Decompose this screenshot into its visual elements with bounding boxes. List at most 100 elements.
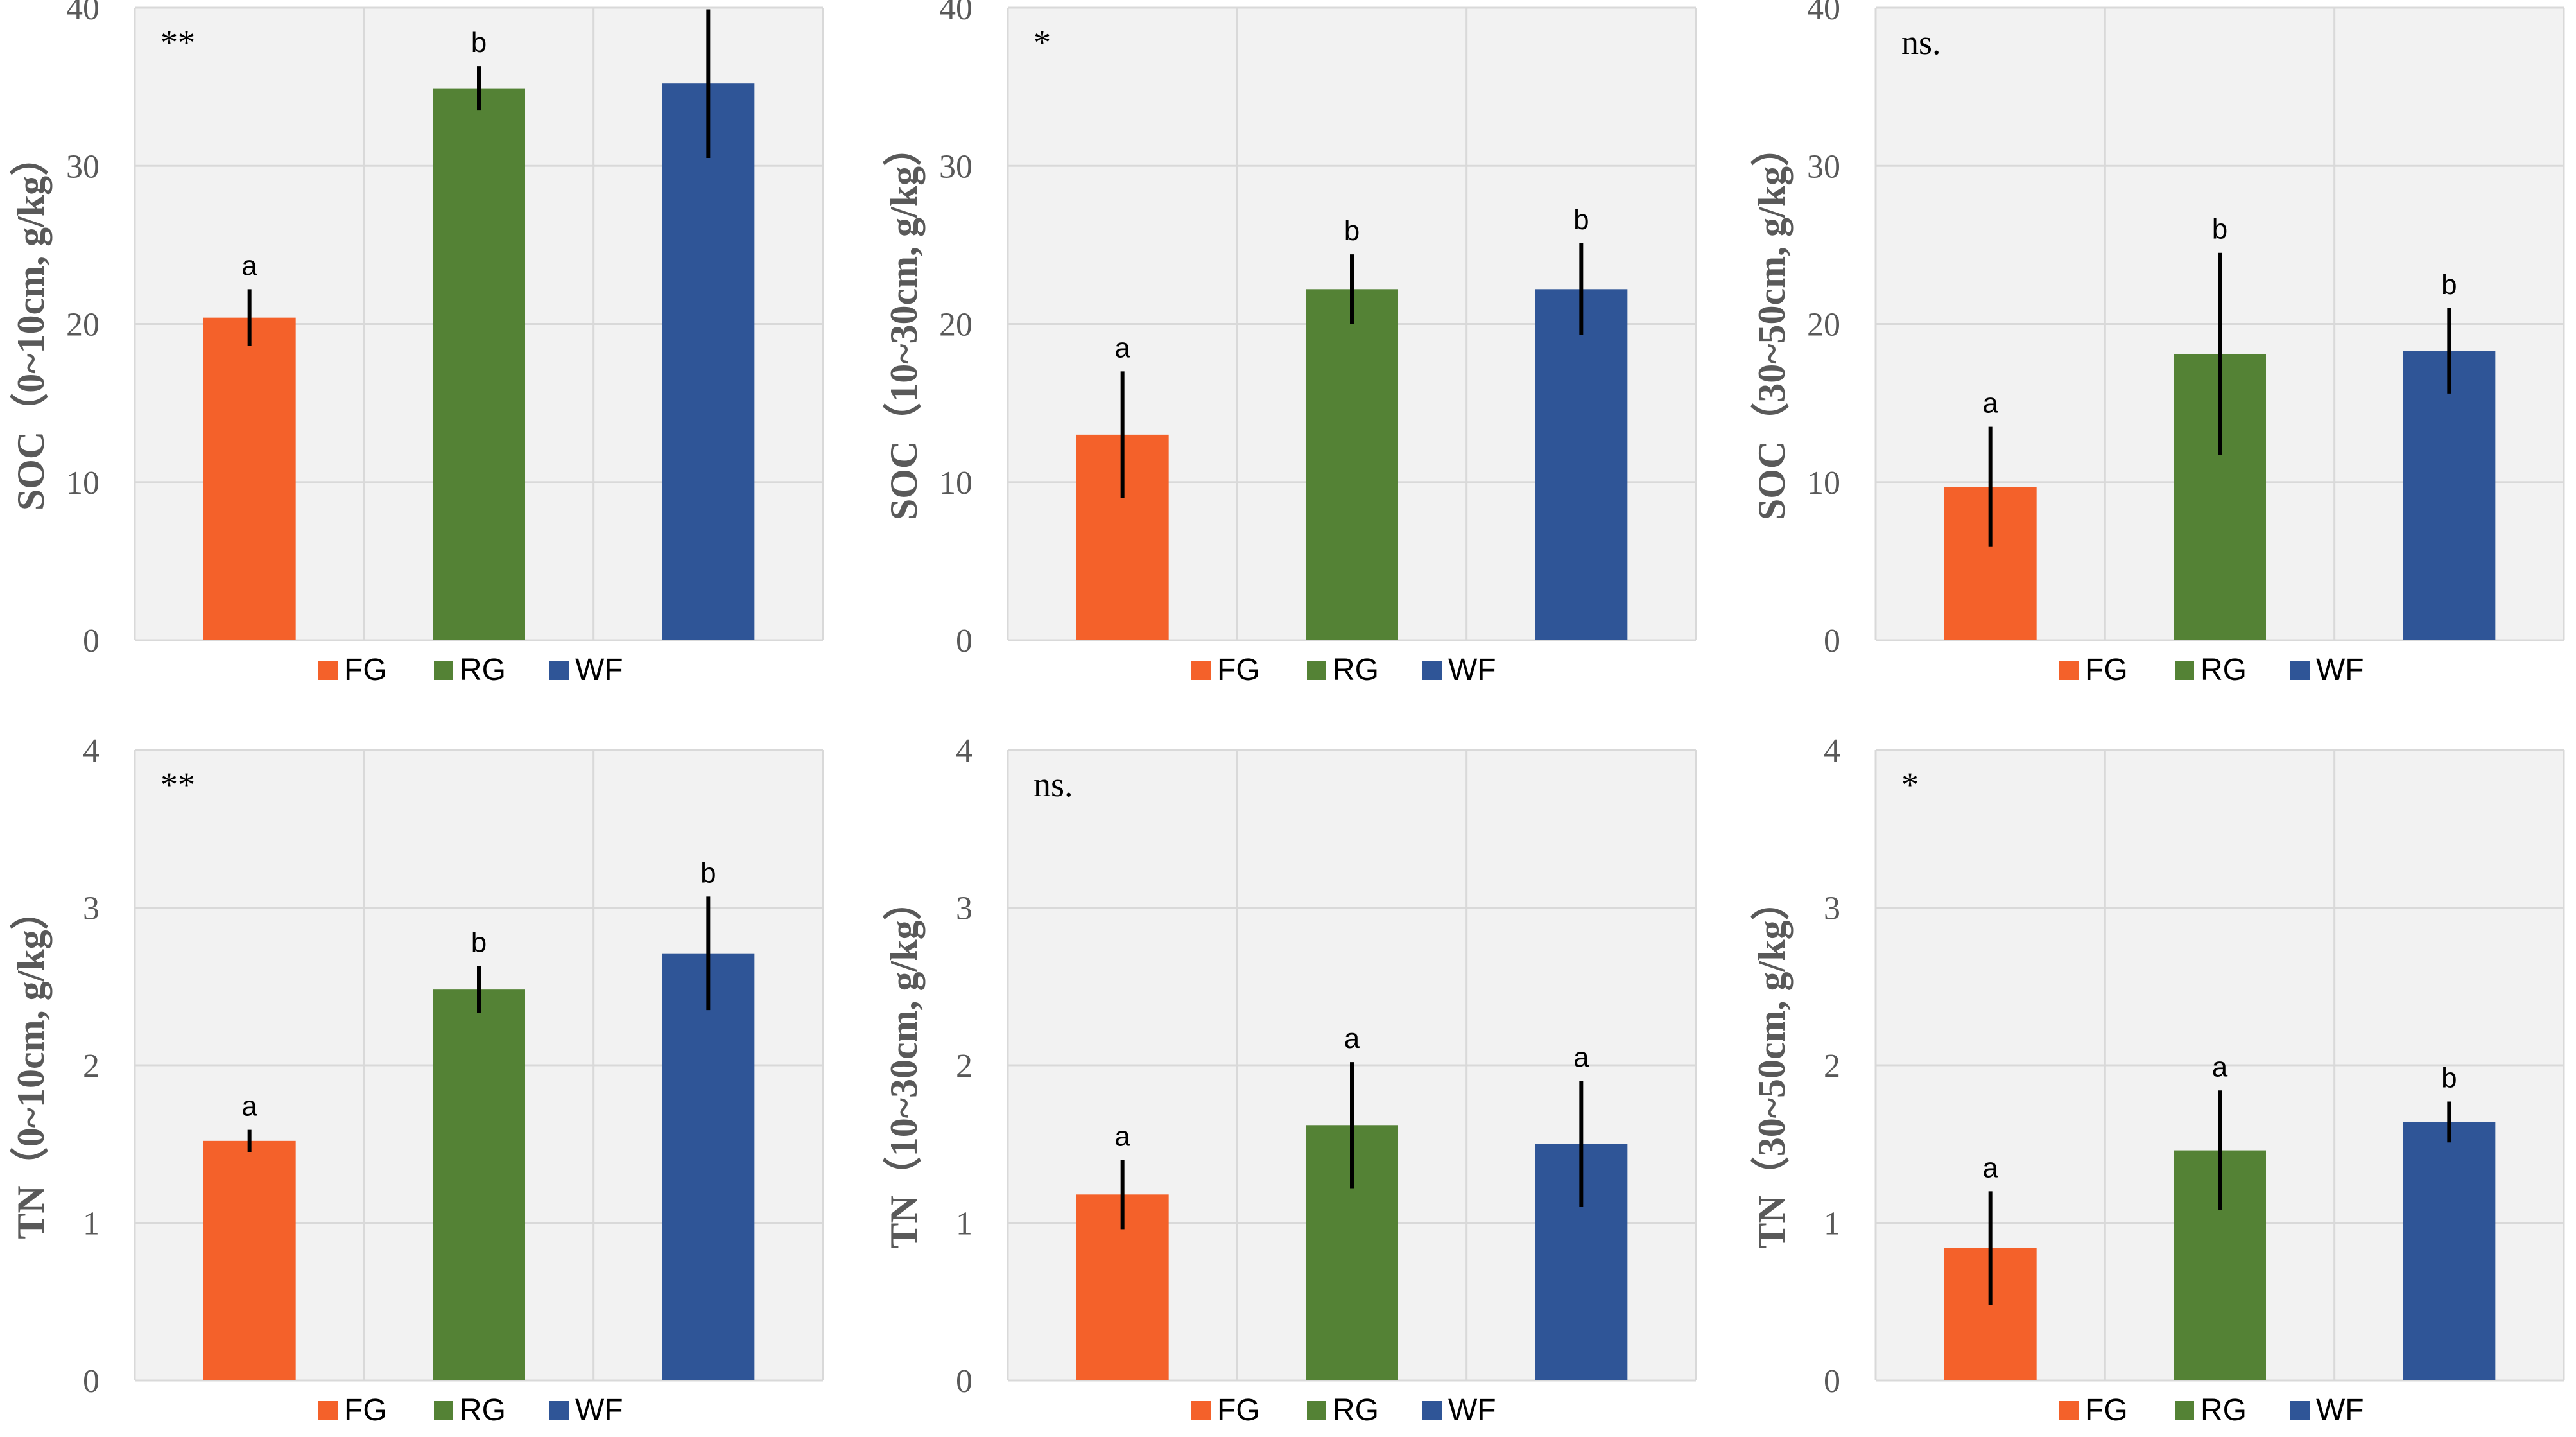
legend-label-fg: FG — [1217, 653, 1260, 687]
bar-wf — [662, 83, 755, 640]
y-tick-label: 40 — [1807, 0, 1840, 27]
y-tick-label: 4 — [1824, 733, 1840, 769]
bar-fg — [203, 317, 296, 640]
legend-label-rg: RG — [1333, 1393, 1379, 1427]
bar-rg — [433, 88, 525, 640]
significance-letter: a — [1114, 332, 1130, 363]
significance-letter: a — [241, 1091, 257, 1122]
legend-label-wf: WF — [1448, 653, 1496, 687]
legend-swatch-wf — [1422, 1401, 1442, 1420]
legend-swatch-wf — [2290, 1401, 2310, 1420]
chart-panel-6: 0 1 2 3 4 a a b * TN（30~50cm, g/kg） FG RG WF — [1750, 733, 2565, 1427]
bar-wf — [2403, 1122, 2496, 1380]
chart-panel-3: 0 10 20 30 40 a b b ns. SOC（30~50cm, g/kg） FG RG WF — [1750, 0, 2565, 687]
y-tick-label: 10 — [939, 465, 972, 501]
legend-label-fg: FG — [1217, 1393, 1260, 1427]
y-tick-label: 2 — [956, 1048, 972, 1084]
y-axis-label: TN（10~30cm, g/kg） — [882, 882, 925, 1248]
legend-label-rg: RG — [1333, 653, 1379, 687]
legend-label-rg: RG — [460, 653, 506, 687]
y-tick-label: 4 — [956, 733, 972, 769]
legend-label-wf: WF — [2316, 653, 2364, 687]
y-tick-label: 4 — [83, 733, 99, 769]
legend-label-wf: WF — [2316, 1393, 2364, 1427]
legend-swatch-rg — [2175, 1401, 2194, 1420]
y-tick-label: 0 — [1824, 1363, 1840, 1400]
significance-letter: b — [2441, 1062, 2457, 1093]
legend-label-fg: FG — [344, 653, 387, 687]
bar-wf — [662, 953, 755, 1380]
bar-fg — [203, 1140, 296, 1380]
legend-swatch-wf — [549, 1401, 569, 1420]
legend-label-rg: RG — [2200, 1393, 2247, 1427]
chart-panel-2: 0 10 20 30 40 a b b * SOC（10~30cm, g/kg） FG RG WF — [882, 0, 1697, 687]
y-tick-label: 40 — [66, 0, 99, 27]
y-tick-label: 0 — [83, 1363, 99, 1400]
bar-rg — [1306, 289, 1398, 640]
y-tick-label: 3 — [83, 891, 99, 927]
significance-letter: b — [471, 27, 487, 58]
significance-letter: a — [1982, 388, 1998, 419]
legend-swatch-fg — [2059, 661, 2079, 680]
legend-label-fg: FG — [2085, 653, 2128, 687]
bar-rg — [433, 989, 525, 1380]
significance-letter: b — [471, 927, 487, 958]
significance-letter: a — [1573, 1042, 1589, 1074]
legend-swatch-wf — [549, 661, 569, 680]
significance-letter: b — [700, 0, 716, 1]
legend-swatch-rg — [1307, 661, 1326, 680]
y-tick-label: 0 — [956, 1363, 972, 1400]
y-tick-label: 0 — [1824, 623, 1840, 659]
significance-letter: a — [1982, 1152, 1998, 1183]
chart-panel-1: 0 10 20 30 40 a b b ** SOC（0~10cm, g/kg） FG RG WF — [9, 0, 824, 687]
bar-wf — [2403, 351, 2496, 640]
legend-swatch-fg — [318, 1401, 338, 1420]
legend-swatch-wf — [2290, 661, 2310, 680]
significance-marker: ns. — [1901, 23, 1941, 62]
y-tick-label: 0 — [956, 623, 972, 659]
y-tick-label: 30 — [1807, 148, 1840, 185]
y-tick-label: 1 — [956, 1206, 972, 1242]
legend-label-rg: RG — [460, 1393, 506, 1427]
y-tick-label: 20 — [1807, 307, 1840, 344]
significance-marker: ** — [160, 765, 195, 804]
legend-swatch-rg — [2175, 661, 2194, 680]
y-tick-label: 20 — [66, 307, 99, 344]
y-tick-label: 2 — [1824, 1048, 1840, 1084]
chart-panel-4: 0 1 2 3 4 a b b ** TN（0~10cm, g/kg） FG RG WF — [9, 733, 824, 1427]
legend-label-fg: FG — [2085, 1393, 2128, 1427]
y-tick-label: 3 — [1824, 891, 1840, 927]
significance-letter: b — [1344, 215, 1360, 247]
y-tick-label: 10 — [66, 465, 99, 501]
significance-letter: b — [2441, 269, 2457, 300]
y-axis-label: SOC（10~30cm, g/kg） — [882, 128, 925, 520]
significance-letter: b — [2212, 214, 2227, 245]
legend-swatch-wf — [1422, 661, 1442, 680]
significance-letter: b — [700, 857, 716, 889]
y-axis-label: SOC（30~50cm, g/kg） — [1750, 128, 1793, 520]
legend-label-wf: WF — [575, 1393, 623, 1427]
legend-label-fg: FG — [344, 1393, 387, 1427]
legend-swatch-rg — [434, 1401, 453, 1420]
chart-panel-5: 0 1 2 3 4 a a a ns. TN（10~30cm, g/kg） FG RG WF — [882, 733, 1697, 1427]
legend-swatch-fg — [1191, 1401, 1211, 1420]
y-tick-label: 40 — [939, 0, 972, 27]
y-tick-label: 30 — [66, 148, 99, 185]
y-tick-label: 3 — [956, 891, 972, 927]
bar-wf — [1535, 289, 1628, 640]
significance-letter: a — [241, 250, 257, 281]
significance-marker: ** — [160, 23, 195, 62]
y-axis-label: TN（30~50cm, g/kg） — [1750, 882, 1793, 1248]
y-tick-label: 10 — [1807, 465, 1840, 501]
y-tick-label: 1 — [83, 1206, 99, 1242]
y-tick-label: 20 — [939, 307, 972, 344]
significance-letter: b — [1573, 204, 1589, 236]
significance-marker: ns. — [1033, 765, 1073, 804]
significance-letter: a — [2212, 1051, 2228, 1083]
legend-swatch-fg — [318, 661, 338, 680]
y-axis-label: TN（0~10cm, g/kg） — [9, 891, 52, 1239]
y-tick-label: 0 — [83, 623, 99, 659]
legend-label-rg: RG — [2200, 653, 2247, 687]
legend-label-wf: WF — [575, 653, 623, 687]
